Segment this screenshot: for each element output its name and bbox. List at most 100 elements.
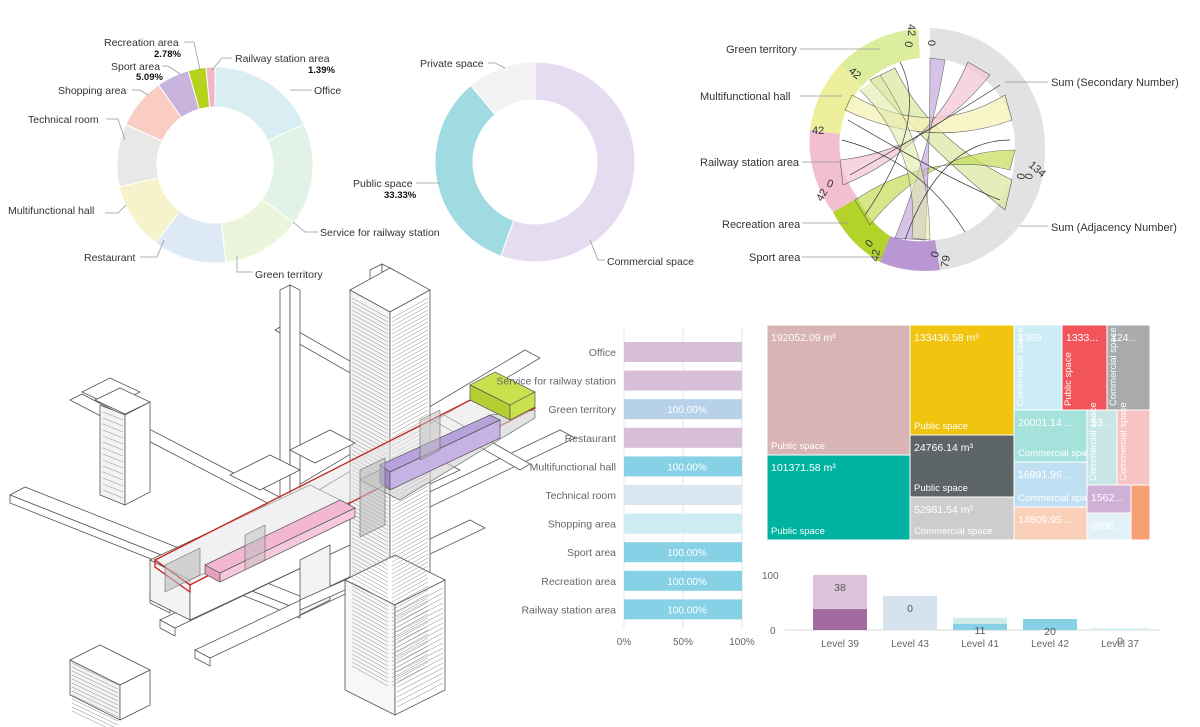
treemap-value: 1562... xyxy=(1091,492,1123,504)
facade-line xyxy=(102,411,124,421)
tick: 0 xyxy=(1023,172,1036,180)
facade-line xyxy=(71,702,119,726)
chord-ribbon xyxy=(847,119,1001,201)
facade-line xyxy=(102,477,124,487)
facade-line xyxy=(351,349,389,371)
level-category-label: Level 42 xyxy=(1031,639,1069,650)
facade-line xyxy=(351,537,389,559)
facade-line xyxy=(391,301,429,323)
facade-line xyxy=(391,497,429,519)
treemap-label: Commercial space xyxy=(1118,402,1129,481)
facade-line xyxy=(71,694,119,718)
level-bar xyxy=(883,595,937,630)
label-private-space: Private space xyxy=(420,58,484,70)
facade-line xyxy=(351,561,389,583)
chord-ribbon xyxy=(864,61,910,216)
facade-line xyxy=(351,417,389,439)
treemap-value: 20001.14 ... xyxy=(1018,417,1073,429)
facade-line xyxy=(391,617,429,639)
facade-line xyxy=(351,421,389,443)
bar xyxy=(624,427,742,448)
treemap-value: 192052.09 m³ xyxy=(771,332,836,344)
facade-line xyxy=(351,549,389,571)
slice-private-space xyxy=(470,61,536,116)
facade-line xyxy=(351,609,389,631)
facade-line xyxy=(71,686,119,710)
level-value-label: 38 xyxy=(834,582,846,594)
facade-line xyxy=(391,333,429,355)
facade-line xyxy=(71,710,107,727)
facade-line xyxy=(102,417,124,427)
facade-line xyxy=(351,325,389,347)
facade-line xyxy=(391,349,429,371)
bar xyxy=(624,456,742,477)
facade-line xyxy=(351,653,389,675)
bar-category-label: Multifunctional hall xyxy=(530,461,616,473)
bar-category-label: Sport area xyxy=(567,547,616,559)
facade-line xyxy=(391,513,429,535)
facade-line xyxy=(391,329,429,351)
facade-line xyxy=(391,405,429,427)
level-value-label: 11 xyxy=(975,625,986,637)
facade-line xyxy=(351,597,389,619)
facade-line xyxy=(351,361,389,383)
facade-line xyxy=(351,649,389,671)
facade-line xyxy=(396,627,444,653)
facade-line xyxy=(102,435,124,445)
facade-line xyxy=(391,593,429,615)
facade-line xyxy=(396,672,444,698)
facade-line xyxy=(102,459,124,469)
facade-line xyxy=(351,657,389,679)
facade-line xyxy=(391,533,429,555)
facade-line xyxy=(396,607,444,633)
slice-public-space xyxy=(434,84,515,257)
chord-ribbon xyxy=(839,61,991,186)
treemap-cell xyxy=(909,434,1015,498)
facade-line xyxy=(391,373,429,395)
tick: 0 xyxy=(929,250,942,258)
treemap-value: 16991.96 ... xyxy=(1018,469,1073,481)
facade-line xyxy=(391,505,429,527)
facade-line xyxy=(391,561,429,583)
chord-arc-sum-adjacency xyxy=(935,148,1046,270)
level-category-label: Level 41 xyxy=(961,639,999,650)
facade-line xyxy=(351,605,389,627)
bar-value-label: 100.00% xyxy=(667,605,707,616)
chord-ribbon xyxy=(854,149,1016,226)
pct-public-space: 33.33% xyxy=(384,190,417,201)
bar xyxy=(624,370,742,391)
facade-line xyxy=(391,365,429,387)
facade-line xyxy=(351,557,389,579)
chord-arc-sum-secondary xyxy=(930,28,1046,148)
facade-line xyxy=(102,423,124,433)
facade-line xyxy=(391,409,429,431)
label-technical-room: Technical room xyxy=(28,114,99,126)
label-sport-area: Sport area xyxy=(111,61,160,73)
y-tick: 0 xyxy=(770,626,776,637)
treemap-cell xyxy=(1061,324,1108,411)
bar-category-label: Shopping area xyxy=(548,519,616,531)
tick: 42 xyxy=(905,24,917,36)
facade-line xyxy=(391,489,429,511)
chord-ribbon xyxy=(859,74,931,241)
facade-line xyxy=(351,589,389,611)
facade-line xyxy=(351,321,389,343)
facade-line xyxy=(391,361,429,383)
treemap-cell xyxy=(1086,484,1132,514)
treemap-cell xyxy=(1013,506,1088,541)
facade-line xyxy=(396,632,444,658)
facade-line xyxy=(391,341,429,363)
facade-line xyxy=(391,385,429,407)
facade-line xyxy=(351,297,389,319)
facade-line xyxy=(396,657,444,683)
treemap-cell xyxy=(1086,409,1118,486)
facade-line xyxy=(391,553,429,575)
facade-line xyxy=(391,345,429,367)
facade-line xyxy=(71,698,119,722)
facade-line xyxy=(351,329,389,351)
label-public-space: Public space xyxy=(353,178,413,190)
level-bar-inner xyxy=(813,609,867,630)
facade-line xyxy=(391,577,429,599)
facade-line xyxy=(391,493,429,515)
